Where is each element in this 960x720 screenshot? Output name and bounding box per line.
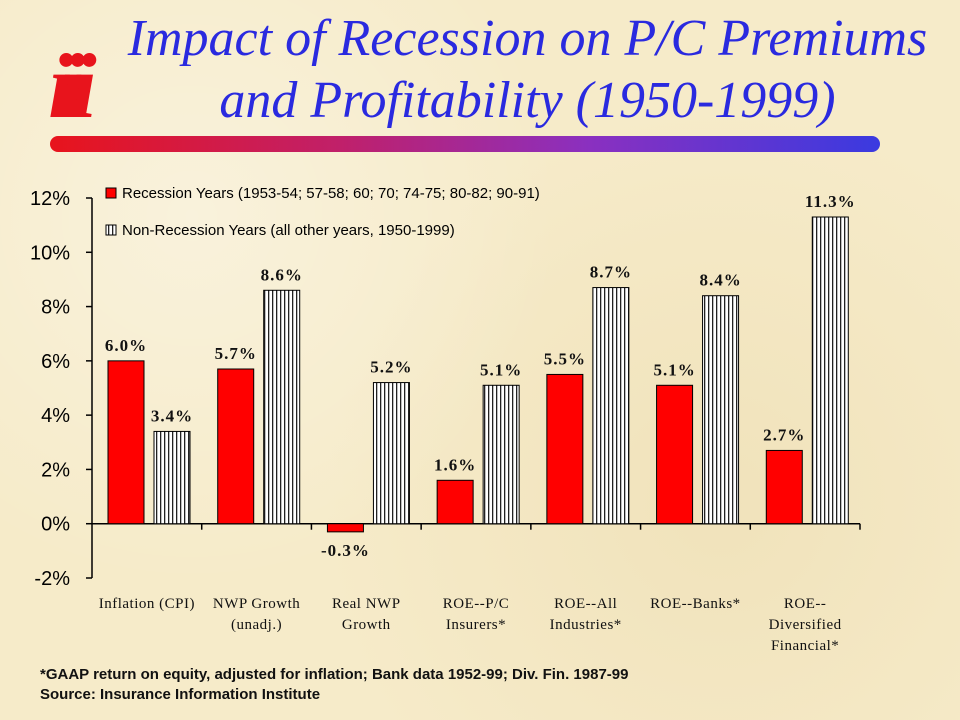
bar-non-recession — [811, 216, 849, 525]
data-label-non-recession: 8.7% — [590, 263, 632, 282]
x-category-label: ROE--Banks* — [650, 596, 741, 612]
iii-logo: iii — [48, 35, 97, 137]
data-label-recession: 1.6% — [434, 455, 476, 474]
y-tick-label: 2% — [41, 459, 70, 481]
data-label-recession: 5.7% — [215, 344, 257, 363]
data-label-non-recession: 8.4% — [699, 271, 741, 290]
data-label-recession: -0.3% — [321, 541, 370, 560]
x-category-label: Financial* — [771, 638, 839, 654]
data-label-non-recession: 11.3% — [805, 192, 856, 211]
bar-recession — [326, 523, 364, 533]
x-category-label: Real NWP — [332, 596, 401, 612]
data-label-non-recession: 8.6% — [261, 265, 303, 284]
bar-non-recession — [482, 384, 520, 525]
x-category-label: Insurers* — [446, 617, 506, 633]
legend-swatch-non-recession — [105, 224, 117, 236]
bar-non-recession — [153, 430, 191, 525]
data-label-recession: 6.0% — [105, 336, 147, 355]
title-underline-swoosh — [50, 136, 880, 152]
data-label-non-recession: 5.1% — [480, 360, 522, 379]
x-category-label: Inflation (CPI) — [99, 596, 195, 612]
y-tick-label: 12% — [30, 188, 70, 210]
bar-recession — [217, 368, 255, 525]
data-label-recession: 5.5% — [544, 349, 586, 368]
y-tick-label: 10% — [30, 242, 70, 264]
title-line-1: Impact of Recession on P/C Premiums — [127, 10, 928, 67]
y-tick-label: 6% — [41, 351, 70, 373]
x-category-label: Growth — [342, 617, 391, 633]
title-line-2: and Profitability (1950-1999) — [219, 72, 836, 129]
data-label-non-recession: 5.2% — [370, 358, 412, 377]
footnote-source: Source: Insurance Information Institute — [40, 686, 321, 703]
bar-non-recession — [702, 295, 740, 525]
x-category-label: NWP Growth — [213, 596, 300, 612]
bar-non-recession — [592, 287, 630, 525]
data-label-non-recession: 3.4% — [151, 406, 193, 425]
legend-label-non-recession: Non-Recession Years (all other years, 19… — [122, 222, 455, 239]
bar-recession — [436, 479, 474, 525]
x-category-label: ROE--P/C — [443, 596, 510, 612]
page-title: Impact of Recession on P/C Premiums and … — [95, 8, 960, 132]
x-category-label: Industries* — [550, 617, 622, 633]
bar-non-recession — [263, 289, 301, 525]
x-category-label: Diversified — [769, 617, 842, 633]
bar-recession — [107, 360, 145, 525]
bar-recession — [765, 449, 803, 525]
y-tick-label: -2% — [34, 568, 70, 590]
bar-recession — [546, 373, 584, 525]
y-tick-label: 8% — [41, 297, 70, 319]
bar-recession — [656, 384, 694, 525]
y-tick-label: 4% — [41, 405, 70, 427]
x-category-label: ROE--All — [554, 596, 617, 612]
legend-swatch-recession — [105, 187, 117, 199]
legend-label-recession: Recession Years (1953-54; 57-58; 60; 70;… — [122, 185, 540, 202]
bar-non-recession — [372, 382, 410, 525]
x-category-label: (unadj.) — [231, 617, 282, 633]
data-label-recession: 5.1% — [653, 360, 695, 379]
footnote-line-1: *GAAP return on equity, adjusted for inf… — [40, 666, 629, 683]
footnote: *GAAP return on equity, adjusted for inf… — [40, 665, 628, 705]
x-category-label: ROE-- — [784, 596, 827, 612]
data-label-recession: 2.7% — [763, 425, 805, 444]
y-tick-label: 0% — [41, 514, 70, 536]
